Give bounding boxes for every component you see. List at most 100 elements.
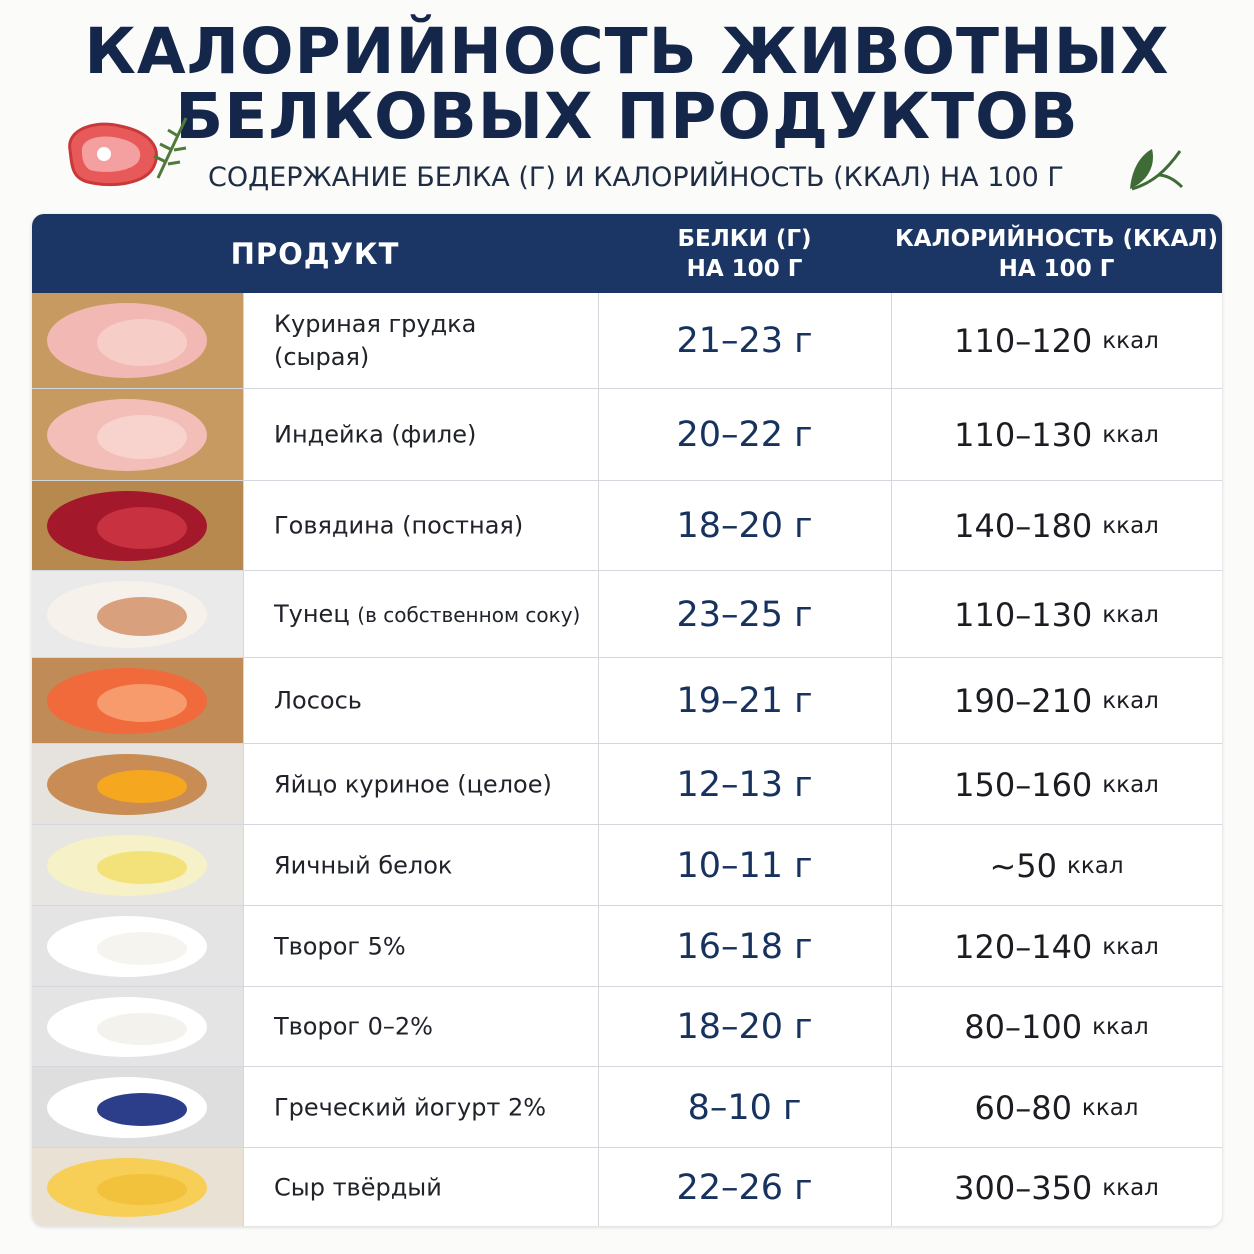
- product-name-text: Яичный белок: [274, 851, 453, 879]
- table: ПРОДУКТ БЕЛКИ (Г) НА 100 Г КАЛОРИЙНОСТЬ …: [32, 214, 1222, 1226]
- product-name-text: Яйцо куриное (целое): [274, 770, 552, 798]
- column-divider: [891, 744, 892, 825]
- column-divider: [891, 481, 892, 571]
- calories-unit: ккал: [1102, 688, 1159, 714]
- food-image: [32, 825, 243, 906]
- calories-value: 150–160: [954, 765, 1093, 804]
- column-divider: [598, 293, 599, 388]
- calories-cell: 110–130 ккал: [891, 389, 1222, 481]
- product-name-text: Сыр твёрдый: [274, 1173, 442, 1201]
- column-divider: [243, 906, 244, 987]
- calories-value: 110–130: [954, 595, 1093, 634]
- calories-cell: 190–210 ккал: [891, 658, 1222, 744]
- column-divider: [891, 987, 892, 1067]
- calories-cell: 60–80 ккал: [891, 1067, 1222, 1148]
- product-name: Творог 0–2%: [274, 1011, 594, 1044]
- protein-value: 21–23 г: [676, 320, 813, 361]
- column-divider: [891, 389, 892, 481]
- column-divider: [891, 1067, 892, 1148]
- table-row: Греческий йогурт 2% 8–10 г 60–80 ккал: [32, 1066, 1222, 1148]
- product-name-text: Куриная грудка (сырая): [274, 309, 477, 371]
- title-line: КАЛОРИЙНОСТЬ ЖИВОТНЫХ: [84, 15, 1170, 88]
- calories-cell: 110–120 ккал: [891, 293, 1222, 388]
- food-image: [32, 293, 243, 388]
- table-row: Творог 0–2% 18–20 г 80–100 ккал: [32, 986, 1222, 1067]
- leaf-icon: [1130, 149, 1184, 191]
- column-divider: [598, 825, 599, 906]
- calories-unit: ккал: [1102, 1174, 1159, 1201]
- calories-cell: 120–140 ккал: [891, 906, 1222, 987]
- column-divider: [243, 293, 244, 388]
- protein-value: 18–20 г: [676, 506, 813, 546]
- product-name: Говядина (постная): [274, 510, 594, 543]
- column-divider: [243, 389, 244, 481]
- column-divider: [243, 658, 244, 744]
- calories-value: 110–130: [954, 416, 1093, 454]
- protein-value: 8–10 г: [687, 1087, 802, 1128]
- table-row: Куриная грудка (сырая) 21–23 г 110–120 ккал: [32, 293, 1222, 388]
- calories-unit: ккал: [1102, 513, 1159, 539]
- protein-value: 18–20 г: [676, 1007, 813, 1047]
- food-image: [32, 1067, 243, 1148]
- calories-cell: 300–350 ккал: [891, 1148, 1222, 1226]
- product-name-text: Творог 5%: [274, 932, 406, 960]
- product-name: Творог 5%: [274, 930, 594, 963]
- product-name-text: Индейка (филе): [274, 420, 477, 449]
- table-row: Творог 5% 16–18 г 120–140 ккал: [32, 905, 1222, 987]
- calories-value: 120–140: [954, 927, 1093, 966]
- product-name: Тунец (в собственном соку): [274, 598, 594, 632]
- column-divider: [891, 825, 892, 906]
- product-name: Греческий йогурт 2%: [274, 1091, 594, 1124]
- calories-cell: 110–130 ккал: [891, 571, 1222, 658]
- calories-unit: ккал: [1102, 327, 1159, 354]
- product-name-text: Греческий йогурт 2%: [274, 1093, 547, 1121]
- product-name-text: Тунец: [274, 599, 350, 628]
- table-row: Яйцо куриное (целое) 12–13 г 150–160 ккал: [32, 743, 1222, 825]
- calories-value: 110–120: [954, 321, 1093, 360]
- column-header: БЕЛКИ (Г) НА 100 Г: [677, 225, 812, 282]
- column-divider: [598, 987, 599, 1067]
- column-divider: [598, 1067, 599, 1148]
- table-row: Индейка (филе) 20–22 г 110–130 ккал: [32, 388, 1222, 481]
- column-divider: [891, 1148, 892, 1226]
- title-line: БЕЛКОВЫХ ПРОДУКТОВ: [175, 80, 1079, 153]
- food-image: [32, 481, 243, 571]
- column-divider: [598, 906, 599, 987]
- calories-cell: 80–100 ккал: [891, 987, 1222, 1067]
- product-name: Куриная грудка (сырая): [274, 308, 594, 374]
- column-divider: [891, 658, 892, 744]
- column-divider: [243, 825, 244, 906]
- column-divider: [598, 744, 599, 825]
- product-name: Яйцо куриное (целое): [274, 768, 594, 801]
- column-divider: [243, 744, 244, 825]
- calories-value: ~50: [989, 846, 1057, 885]
- meat-icon: [68, 117, 188, 187]
- product-name-text: Творог 0–2%: [274, 1012, 433, 1041]
- protein-value: 10–11 г: [676, 845, 813, 886]
- calories-cell: 150–160 ккал: [891, 744, 1222, 825]
- product-name: Сыр твёрдый: [274, 1171, 594, 1204]
- table-row: Говядина (постная) 18–20 г 140–180 ккал: [32, 480, 1222, 571]
- food-image: [32, 744, 243, 825]
- subtitle: СОДЕРЖАНИЕ БЕЛКА (Г) И КАЛОРИЙНОСТЬ (ККА…: [208, 162, 1064, 193]
- product-note: (в собственном соку): [357, 602, 581, 627]
- column-divider: [243, 1067, 244, 1148]
- food-image: [32, 571, 243, 658]
- column-header: КАЛОРИЙНОСТЬ (ККАЛ) НА 100 Г: [894, 225, 1219, 282]
- protein-value: 12–13 г: [676, 764, 813, 805]
- calories-unit: ккал: [1102, 422, 1159, 448]
- table-row: Тунец (в собственном соку) 23–25 г 110–130…: [32, 570, 1222, 658]
- table-row: Сыр твёрдый 22–26 г 300–350 ккал: [32, 1147, 1222, 1226]
- column-divider: [598, 389, 599, 481]
- product-name-text: Лосось: [274, 686, 362, 715]
- product-name-text: Говядина (постная): [274, 511, 524, 540]
- protein-value: 23–25 г: [676, 594, 813, 635]
- table-row: Яичный белок 10–11 г ~50 ккал: [32, 824, 1222, 906]
- calories-unit: ккал: [1102, 601, 1159, 628]
- protein-value: 16–18 г: [676, 926, 813, 967]
- calories-value: 60–80: [974, 1088, 1072, 1127]
- calories-value: 80–100: [964, 1008, 1083, 1046]
- column-divider: [598, 571, 599, 658]
- food-image: [32, 658, 243, 744]
